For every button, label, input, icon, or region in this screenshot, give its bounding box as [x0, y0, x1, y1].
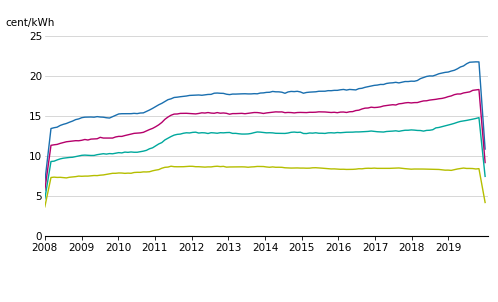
Småhus, direkt eluppvärmning (18 MWh/år) [396, 130, 402, 133]
Medelstor industri (2000 - 19 999 MWh/år) [405, 167, 411, 171]
Höghusbostad (2 MWh/år) [356, 87, 362, 90]
Medelstor industri (2000 - 19 999 MWh/år) [168, 164, 174, 168]
Höghusbostad (2 MWh/år) [473, 60, 479, 64]
Höghusbostad (2 MWh/år) [42, 180, 48, 184]
Småhus (5 MWh/år) [73, 139, 79, 143]
Höghusbostad (2 MWh/år) [73, 118, 79, 121]
Småhus (5 MWh/år) [482, 161, 488, 164]
Line: Småhus (5 MWh/år): Småhus (5 MWh/år) [45, 89, 485, 190]
Småhus (5 MWh/år) [396, 102, 402, 106]
Höghusbostad (2 MWh/år) [177, 95, 183, 98]
Line: Småhus, direkt eluppvärmning (18 MWh/år): Småhus, direkt eluppvärmning (18 MWh/år) [45, 118, 485, 199]
Småhus (5 MWh/år) [356, 108, 362, 112]
Småhus, direkt eluppvärmning (18 MWh/år) [476, 116, 482, 120]
Småhus, direkt eluppvärmning (18 MWh/år) [356, 130, 362, 134]
Medelstor industri (2000 - 19 999 MWh/år) [399, 166, 405, 170]
Småhus, direkt eluppvärmning (18 MWh/år) [42, 197, 48, 201]
Småhus (5 MWh/år) [177, 111, 183, 115]
Småhus, direkt eluppvärmning (18 MWh/år) [402, 128, 408, 132]
Småhus, direkt eluppvärmning (18 MWh/år) [107, 152, 113, 156]
Text: cent/kWh: cent/kWh [5, 18, 54, 28]
Medelstor industri (2000 - 19 999 MWh/år) [180, 165, 186, 169]
Småhus (5 MWh/år) [476, 88, 482, 91]
Småhus, direkt eluppvärmning (18 MWh/år) [482, 175, 488, 178]
Medelstor industri (2000 - 19 999 MWh/år) [73, 175, 79, 178]
Höghusbostad (2 MWh/år) [482, 147, 488, 151]
Småhus (5 MWh/år) [402, 101, 408, 105]
Småhus (5 MWh/år) [42, 188, 48, 192]
Småhus, direkt eluppvärmning (18 MWh/år) [177, 132, 183, 136]
Medelstor industri (2000 - 19 999 MWh/år) [359, 167, 365, 171]
Småhus (5 MWh/år) [107, 136, 113, 140]
Medelstor industri (2000 - 19 999 MWh/år) [107, 172, 113, 176]
Medelstor industri (2000 - 19 999 MWh/år) [42, 205, 48, 209]
Line: Höghusbostad (2 MWh/år): Höghusbostad (2 MWh/år) [45, 62, 485, 182]
Line: Medelstor industri (2000 - 19 999 MWh/år): Medelstor industri (2000 - 19 999 MWh/år… [45, 166, 485, 207]
Höghusbostad (2 MWh/år) [402, 80, 408, 83]
Medelstor industri (2000 - 19 999 MWh/år) [482, 201, 488, 204]
Höghusbostad (2 MWh/år) [396, 81, 402, 85]
Höghusbostad (2 MWh/år) [107, 116, 113, 120]
Småhus, direkt eluppvärmning (18 MWh/år) [73, 155, 79, 159]
